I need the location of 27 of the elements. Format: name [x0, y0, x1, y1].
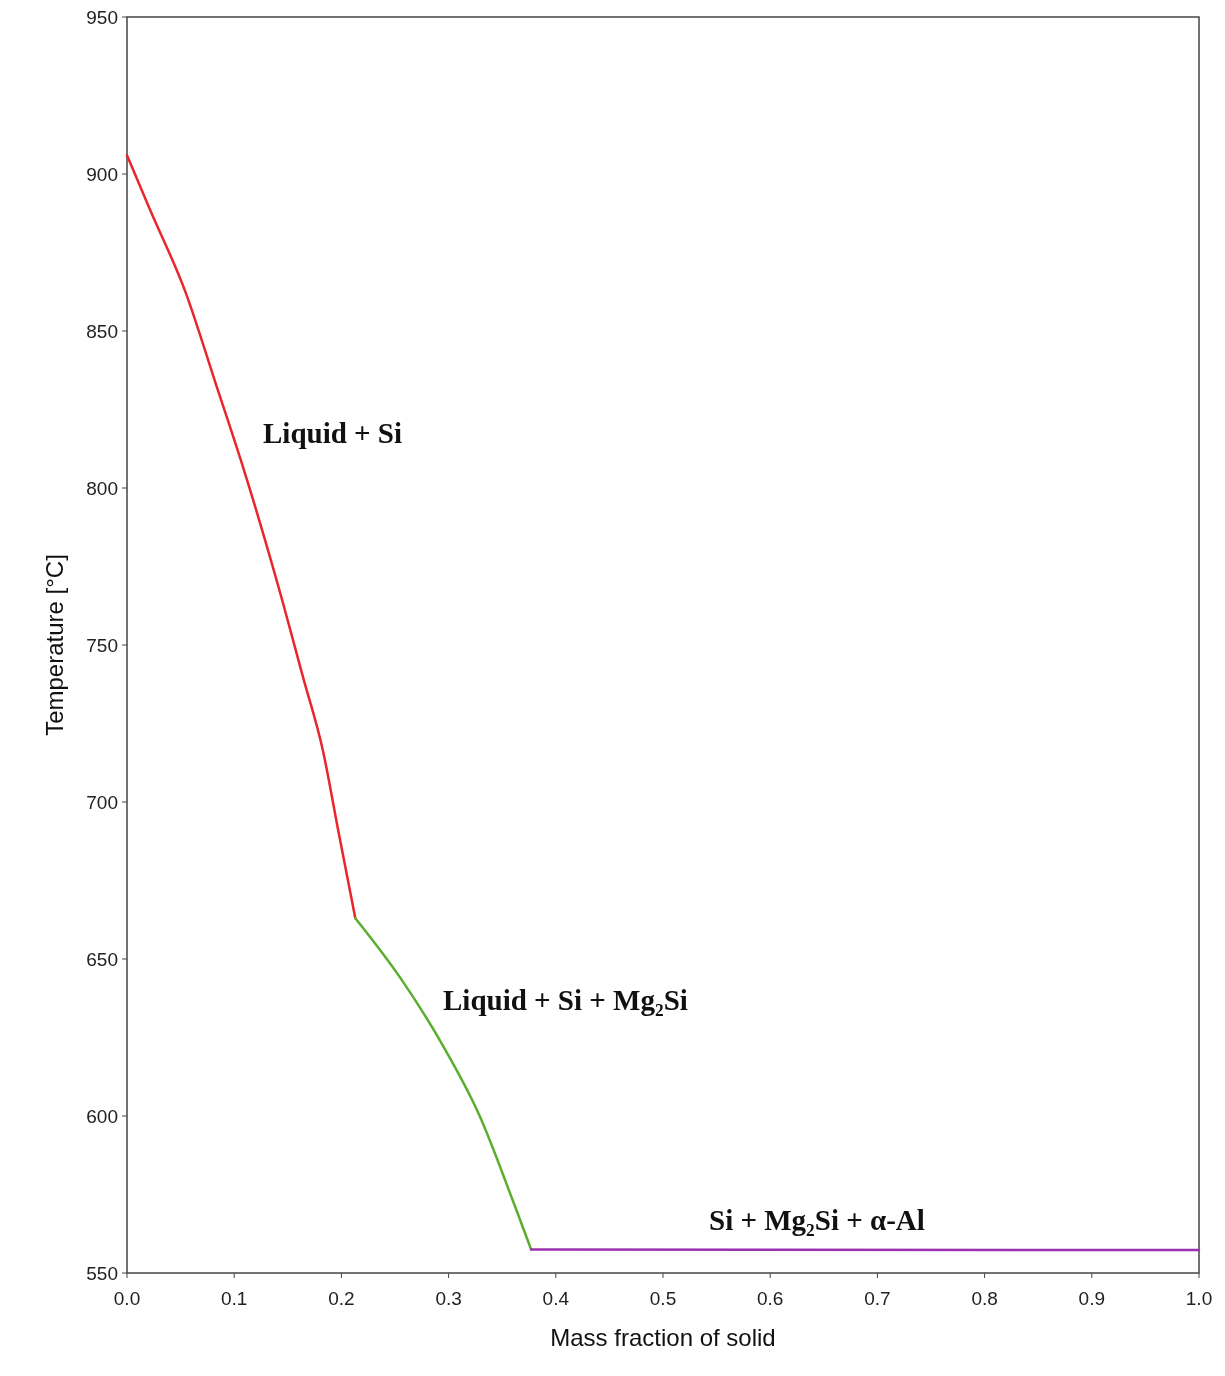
y-tick-label: 900	[86, 164, 118, 185]
x-tick-label: 0.6	[756, 1288, 784, 1309]
annotation: Liquid + Si	[263, 417, 403, 449]
y-tick-label: 750	[86, 635, 118, 656]
y-tick-label: 700	[86, 792, 118, 813]
y-tick-label: 550	[86, 1263, 118, 1284]
x-tick-label: 0.4	[542, 1288, 570, 1309]
x-tick-label: 0.1	[220, 1288, 248, 1309]
y-tick-label: 850	[86, 321, 118, 342]
x-tick-label: 0.0	[113, 1288, 141, 1309]
x-tick-label: 0.9	[1078, 1288, 1106, 1309]
x-tick-label: 0.3	[435, 1288, 462, 1309]
line-series	[354, 916, 533, 1251]
y-tick-label: 800	[86, 478, 118, 499]
x-tick-label: 0.2	[328, 1288, 355, 1309]
x-tick-label: 0.5	[649, 1288, 677, 1309]
x-tick-label: 0.7	[864, 1288, 891, 1309]
y-tick-label: 600	[86, 1106, 118, 1127]
y-tick-label: 950	[86, 7, 118, 28]
x-tick-label: 0.8	[971, 1288, 998, 1309]
line-series	[125, 153, 357, 920]
annotation: Si + Mg₂Si + α-Al	[709, 1204, 925, 1236]
x-axis-title: Mass fraction of solid	[550, 1324, 776, 1351]
y-tick-label: 650	[86, 949, 118, 970]
x-tick-label: 1.0	[1185, 1288, 1213, 1309]
y-axis-title: Temperature [°C]	[41, 554, 68, 736]
annotation: Liquid + Si + Mg₂Si	[443, 984, 688, 1016]
